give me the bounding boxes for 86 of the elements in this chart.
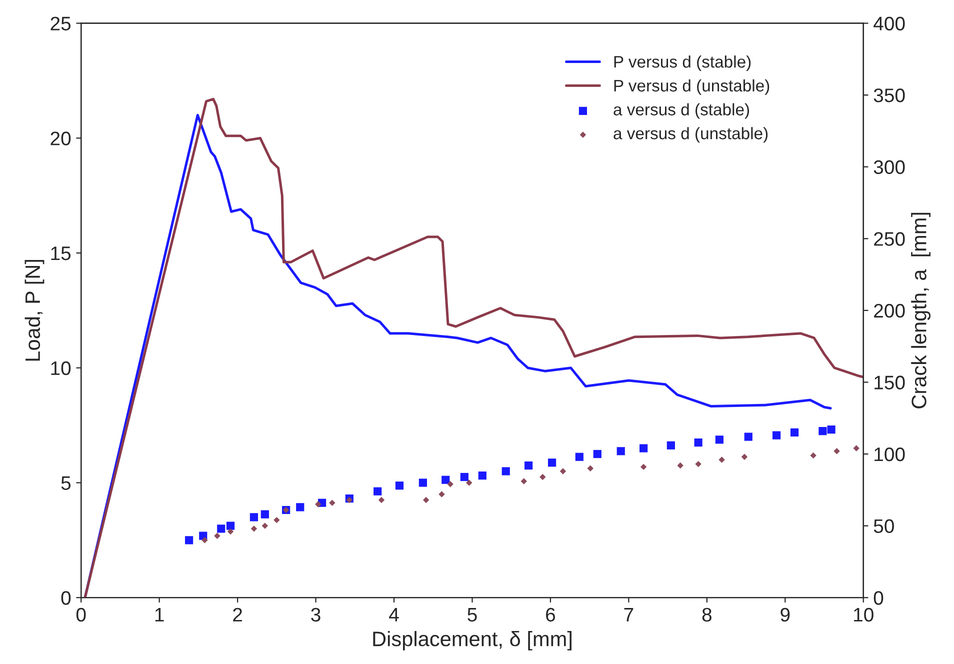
- legend-label: a versus d (unstable): [614, 127, 768, 143]
- y2-tick-label: 250: [874, 232, 905, 246]
- point: [640, 444, 648, 452]
- point: [378, 496, 385, 504]
- point: [520, 478, 527, 484]
- point: [741, 454, 748, 460]
- y2-tick-label: 0: [874, 591, 884, 605]
- y-tick-label: 5: [61, 476, 71, 490]
- point: [540, 474, 546, 480]
- point: [834, 448, 840, 454]
- point: [810, 452, 816, 459]
- point: [560, 468, 566, 474]
- point: [422, 496, 430, 504]
- point: [346, 496, 353, 504]
- x-tick-label: 1: [155, 608, 164, 622]
- x-tick-label: 0: [76, 608, 86, 622]
- y2-tick-label: 150: [874, 376, 905, 390]
- point: [374, 487, 382, 496]
- x-tick-label: 6: [546, 608, 556, 622]
- point: [524, 461, 533, 470]
- point: [329, 500, 336, 506]
- x-tick-label: 3: [311, 608, 320, 622]
- x-tick-label: 4: [389, 608, 399, 622]
- point: [447, 481, 454, 488]
- y2-axis-title: Crack length, a [mm]: [911, 212, 931, 408]
- point: [818, 426, 827, 436]
- point: [260, 510, 269, 518]
- point: [694, 438, 702, 447]
- legend-label: a versus d (stable): [614, 103, 750, 119]
- y2-tick-label: 50: [874, 519, 894, 534]
- point: [715, 436, 724, 444]
- point: [827, 426, 836, 434]
- y2-tick-label: 400: [874, 16, 905, 30]
- point: [593, 450, 602, 458]
- x-axis-title: Displacement, δ [mm]: [373, 631, 572, 650]
- y-tick-label: 0: [61, 591, 71, 605]
- point: [695, 460, 702, 468]
- point: [853, 445, 860, 452]
- point: [217, 524, 226, 533]
- x-tick-label: 2: [233, 608, 242, 622]
- point: [772, 431, 781, 440]
- point: [418, 478, 427, 487]
- point: [315, 501, 322, 508]
- point: [587, 465, 594, 472]
- point: [548, 458, 556, 467]
- point: [227, 528, 234, 535]
- point: [438, 491, 445, 498]
- point: [466, 480, 472, 486]
- y-axis-title: Load, P [N]: [24, 260, 44, 361]
- point: [677, 462, 684, 469]
- x-tick-label: 5: [468, 608, 477, 622]
- y-tick-label: 10: [51, 361, 71, 376]
- legend-label: P versus d (unstable): [614, 79, 770, 95]
- y2-tick-label: 100: [874, 447, 905, 462]
- point: [226, 522, 235, 530]
- y2-tick-label: 200: [874, 304, 905, 318]
- point: [575, 452, 584, 461]
- point: [460, 472, 468, 482]
- point: [202, 537, 208, 544]
- legend-label: P versus d (stable): [614, 55, 751, 71]
- x-tick-label: 8: [702, 608, 712, 622]
- point: [395, 482, 404, 490]
- y2-tick-label: 300: [874, 160, 905, 174]
- point: [502, 467, 510, 476]
- point: [184, 536, 194, 544]
- y-tick-label: 20: [50, 132, 71, 146]
- point: [250, 526, 258, 532]
- point: [296, 503, 304, 512]
- point: [214, 532, 220, 539]
- point: [274, 516, 280, 524]
- point: [442, 476, 450, 484]
- point: [616, 447, 625, 456]
- point: [250, 513, 258, 522]
- point: [262, 522, 268, 529]
- x-tick-label: 9: [780, 608, 790, 622]
- point: [478, 472, 486, 480]
- y-tick-label: 25: [50, 16, 71, 30]
- point: [666, 441, 675, 450]
- point: [640, 464, 647, 470]
- point: [718, 456, 725, 463]
- point: [744, 432, 752, 441]
- point: [790, 428, 799, 437]
- x-tick-label: 7: [624, 608, 634, 622]
- y2-tick-label: 350: [874, 88, 905, 102]
- y-tick-label: 15: [51, 246, 71, 260]
- x-tick-label: 10: [854, 608, 874, 622]
